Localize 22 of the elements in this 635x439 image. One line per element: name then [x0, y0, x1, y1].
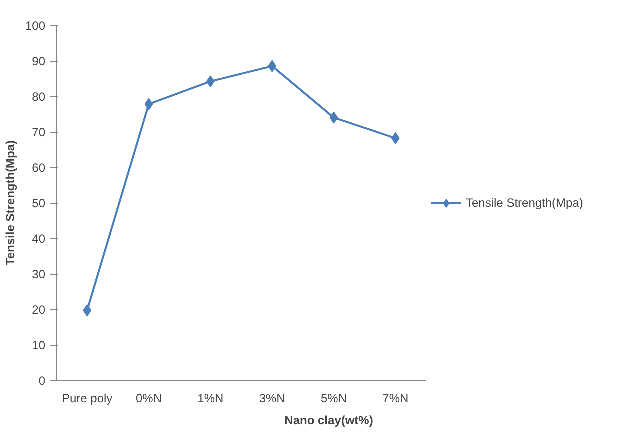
- x-tick-label: Pure poly: [62, 392, 113, 406]
- x-tick-label: 5%N: [320, 392, 348, 406]
- x-tick-label: 7%N: [382, 392, 409, 406]
- y-tick-label: 30: [32, 268, 46, 282]
- x-tick-label: 0%N: [136, 392, 162, 406]
- y-tick-label: 50: [32, 196, 46, 210]
- y-tick-label: 80: [32, 90, 46, 104]
- y-tick-label: 0: [38, 374, 46, 388]
- point: [330, 112, 338, 124]
- x-tick-label: 1%N: [198, 392, 224, 406]
- x-axis-title: Nano clay(wt%): [284, 414, 374, 428]
- y-tick-label: 90: [32, 54, 46, 68]
- y-tick-label: 60: [32, 161, 46, 175]
- x-tick-label: 3%N: [259, 392, 286, 406]
- y-axis-title: Tensile Strength(Mpa): [3, 140, 18, 266]
- y-tick-label: 20: [32, 303, 46, 317]
- y-tick-label: 70: [32, 126, 46, 140]
- y-tick-label: 10: [32, 338, 46, 352]
- point: [144, 98, 154, 110]
- legend-label: Tensile Strength(Mpa): [466, 196, 584, 210]
- y-tick-label: 40: [32, 232, 46, 246]
- y-tick-label: 100: [25, 19, 46, 33]
